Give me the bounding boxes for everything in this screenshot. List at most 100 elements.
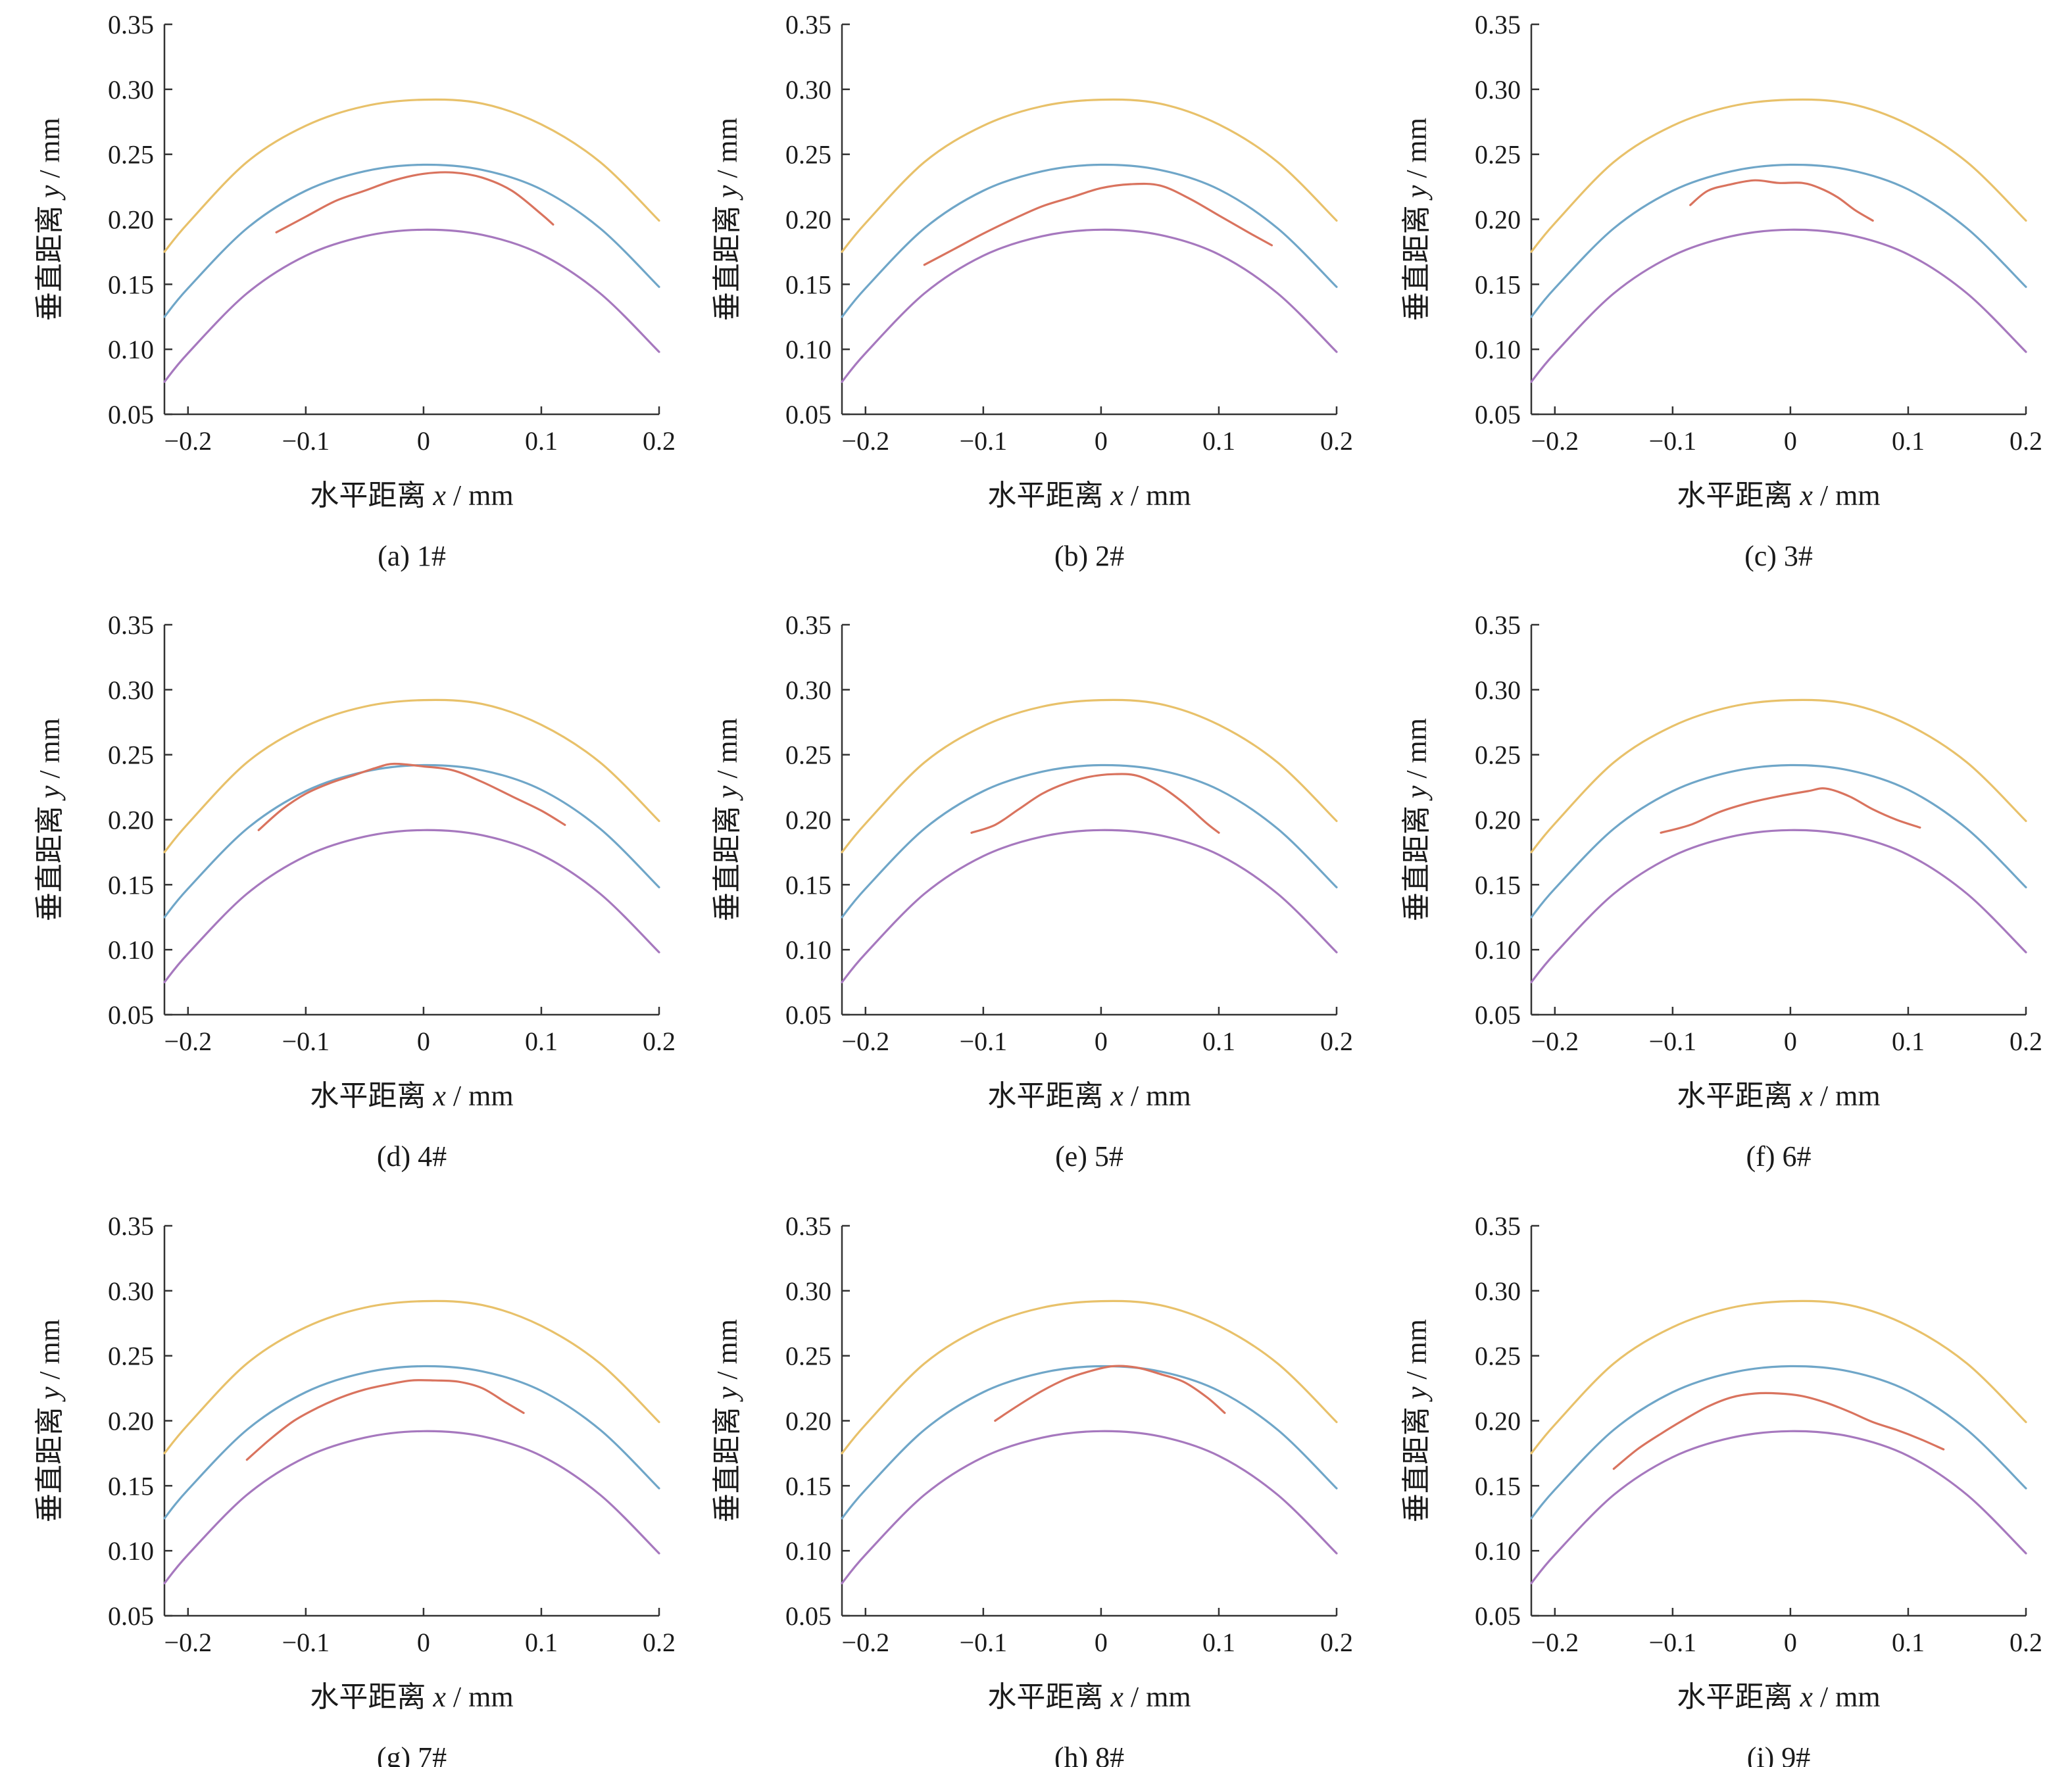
x-tick-label: 0.2	[643, 426, 676, 456]
y-axis-label: 垂直距离 y / mm	[711, 118, 743, 321]
y-tick-label: 0.30	[1475, 675, 1521, 705]
x-tick-label: 0.2	[643, 1628, 676, 1657]
panel-8: 0.05 0.10 0.15 0.20 0.25 0.30 0.35 −0.2 −0.1 0 0.1…	[711, 1211, 1353, 1767]
x-tick-label: 0	[1784, 1027, 1797, 1056]
lower-series-line	[841, 228, 1338, 383]
measured-series-line	[1660, 787, 1921, 834]
x-tick-label: −0.2	[164, 426, 212, 456]
y-tick-label: 0.20	[1475, 1407, 1521, 1436]
panel-caption: (b) 2#	[1054, 540, 1124, 572]
y-tick-label: 0.30	[108, 675, 154, 705]
y-tick-label: 0.35	[785, 10, 831, 39]
x-tick-label: −0.1	[1649, 426, 1697, 456]
y-tick-label: 0.15	[785, 870, 831, 900]
x-axis-label: 水平距离 x / mm	[1677, 1080, 1880, 1112]
x-tick-label: −0.2	[164, 1027, 212, 1056]
measured-series-line	[245, 1379, 525, 1461]
x-tick-label: −0.2	[842, 1628, 890, 1657]
x-tick-label: 0.1	[1892, 426, 1925, 456]
x-tick-label: −0.1	[282, 1628, 330, 1657]
y-tick-label: 0.15	[785, 270, 831, 299]
x-tick-label: −0.2	[1531, 426, 1579, 456]
panel-caption: (h) 8#	[1054, 1741, 1124, 1767]
upper-series-line	[1530, 98, 2027, 253]
panel-caption: (a) 1#	[378, 540, 446, 572]
y-tick-label: 0.25	[1475, 140, 1521, 170]
y-tick-label: 0.10	[108, 335, 154, 364]
y-tick-label: 0.30	[785, 675, 831, 705]
y-tick-label: 0.25	[1475, 1342, 1521, 1371]
panel-caption: (g) 7#	[377, 1741, 447, 1767]
upper-series-line	[163, 98, 660, 253]
y-tick-label: 0.35	[785, 1211, 831, 1241]
y-axis-label: 垂直距离 y / mm	[711, 718, 743, 921]
y-axis-label: 垂直距离 y / mm	[1400, 718, 1433, 921]
middle-series-line	[1530, 763, 2027, 919]
middle-series-line	[163, 1365, 660, 1520]
x-tick-label: 0.2	[2010, 1628, 2042, 1657]
x-tick-label: 0.2	[2010, 1027, 2042, 1056]
y-tick-label: 0.05	[785, 1601, 831, 1631]
x-tick-label: 0	[417, 1628, 430, 1657]
lower-series-line	[841, 1430, 1338, 1585]
y-axis-label: 垂直距离 y / mm	[34, 118, 66, 321]
y-tick-label: 0.35	[785, 610, 831, 640]
x-tick-label: 0.1	[1892, 1628, 1925, 1657]
y-tick-label: 0.05	[108, 400, 154, 429]
panel-3: 0.05 0.10 0.15 0.20 0.25 0.30 0.35 −0.2 −0.1 0 0.1…	[1400, 10, 2042, 572]
y-tick-label: 0.30	[108, 1276, 154, 1306]
middle-series-line	[1530, 163, 2027, 318]
x-tick-label: −0.1	[1649, 1628, 1697, 1657]
x-tick-label: 0	[1095, 426, 1108, 456]
panel-9: 0.05 0.10 0.15 0.20 0.25 0.30 0.35 −0.2 −0.1 0 0.1…	[1400, 1211, 2042, 1767]
measured-series-line	[994, 1365, 1226, 1422]
y-tick-label: 0.05	[108, 1601, 154, 1631]
y-axis-label: 垂直距离 y / mm	[1400, 118, 1433, 321]
panel-7: 0.05 0.10 0.15 0.20 0.25 0.30 0.35 −0.2 −0.1 0 0.1…	[34, 1211, 676, 1767]
y-axis-label: 垂直距离 y / mm	[1400, 1319, 1433, 1522]
x-tick-label: −0.1	[960, 1628, 1008, 1657]
x-tick-label: −0.2	[1531, 1027, 1579, 1056]
x-tick-label: −0.1	[960, 1027, 1008, 1056]
x-tick-label: 0.2	[643, 1027, 676, 1056]
y-tick-label: 0.15	[108, 1471, 154, 1501]
x-tick-label: 0.2	[1320, 1027, 1353, 1056]
y-tick-label: 0.35	[108, 1211, 154, 1241]
y-tick-label: 0.30	[785, 1276, 831, 1306]
upper-series-line	[841, 98, 1338, 253]
y-tick-label: 0.05	[1475, 1000, 1521, 1030]
y-tick-label: 0.25	[785, 740, 831, 770]
middle-series-line	[841, 1365, 1338, 1520]
panel-caption: (i) 9#	[1747, 1741, 1811, 1767]
x-tick-label: −0.1	[1649, 1027, 1697, 1056]
y-tick-label: 0.20	[108, 806, 154, 835]
y-tick-label: 0.25	[1475, 740, 1521, 770]
measured-series-line	[1612, 1392, 1945, 1470]
x-tick-label: 0	[417, 426, 430, 456]
y-tick-label: 0.25	[785, 1342, 831, 1371]
y-tick-label: 0.20	[785, 1407, 831, 1436]
y-tick-label: 0.10	[108, 935, 154, 965]
x-tick-label: 0.2	[1320, 426, 1353, 456]
y-tick-label: 0.05	[785, 1000, 831, 1030]
x-axis-label: 水平距离 x / mm	[310, 479, 513, 512]
y-tick-label: 0.05	[785, 400, 831, 429]
upper-series-line	[1530, 1299, 2027, 1455]
lower-series-line	[841, 829, 1338, 984]
middle-series-line	[163, 163, 660, 318]
upper-series-line	[841, 698, 1338, 854]
lower-series-line	[163, 228, 660, 383]
measured-series-line	[257, 762, 566, 831]
x-axis-label: 水平距离 x / mm	[987, 1681, 1191, 1713]
x-axis-label: 水平距离 x / mm	[987, 479, 1191, 512]
panel-4: 0.05 0.10 0.15 0.20 0.25 0.30 0.35 −0.2 −0.1 0 0.1…	[34, 610, 676, 1173]
y-tick-label: 0.25	[785, 140, 831, 170]
x-tick-label: 0.2	[1320, 1628, 1353, 1657]
x-tick-label: 0.1	[525, 1027, 558, 1056]
x-tick-label: −0.2	[164, 1628, 212, 1657]
measured-series-line	[1689, 179, 1874, 222]
measured-series-line	[275, 171, 555, 233]
y-tick-label: 0.15	[785, 1471, 831, 1501]
middle-series-line	[841, 163, 1338, 318]
y-tick-label: 0.20	[108, 1407, 154, 1436]
